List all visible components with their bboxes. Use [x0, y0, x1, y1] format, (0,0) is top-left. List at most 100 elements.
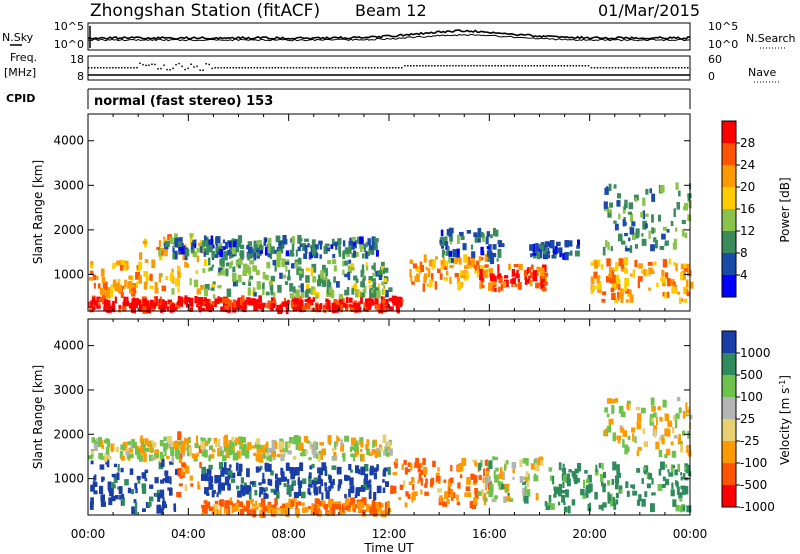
echo-cell [303, 253, 307, 259]
echo-cell [112, 300, 115, 306]
echo-cell [393, 299, 397, 305]
echo-cell [320, 479, 324, 487]
echo-cell [160, 247, 165, 253]
echo-cell [388, 448, 393, 456]
echo-cell [214, 475, 218, 484]
colorbar-block [722, 485, 736, 508]
echo-cell [116, 472, 120, 480]
echo-cell [339, 510, 342, 516]
echo-cell [471, 251, 476, 259]
echo-cell [383, 288, 386, 295]
echo-cell [140, 435, 143, 443]
echo-cell [218, 267, 223, 273]
echo-cell [385, 290, 389, 298]
echo-cell [321, 448, 326, 456]
echo-cell [285, 444, 289, 453]
nave-dot [521, 65, 523, 67]
echo-cell [268, 448, 272, 453]
colorbar-block [722, 463, 736, 486]
echo-cell [338, 253, 342, 257]
echo-cell [342, 260, 345, 267]
echo-cell [189, 475, 193, 481]
echo-cell [304, 249, 308, 254]
echo-cell [503, 496, 507, 503]
echo-cell [680, 263, 685, 270]
echo-cell [675, 227, 678, 232]
echo-cell [620, 240, 626, 245]
echo-cell [171, 454, 175, 463]
echo-cell [204, 442, 209, 446]
echo-cell [345, 437, 349, 442]
echo-cell [666, 229, 670, 233]
echo-cell [187, 436, 191, 444]
echo-cell [267, 452, 270, 459]
nave-dot [283, 67, 286, 69]
nave-dot [259, 67, 262, 69]
echo-cell [310, 250, 313, 259]
echo-cell [571, 499, 576, 506]
echo-cell [394, 463, 398, 469]
echo-cell [670, 489, 675, 497]
echo-cell [313, 441, 317, 450]
nave-dot [352, 67, 355, 69]
echo-cell [162, 478, 167, 482]
echo-cell [606, 258, 611, 267]
echo-cell [460, 235, 465, 240]
echo-cell [497, 264, 500, 274]
nave-dot [497, 65, 499, 67]
echo-cell [463, 254, 468, 263]
echo-cell [228, 501, 233, 505]
echo-cell [543, 245, 546, 254]
echo-cell [164, 450, 167, 457]
echo-cell [161, 285, 167, 292]
echo-cell [386, 452, 390, 457]
nave-dot [413, 65, 415, 67]
nave-trace [88, 62, 689, 71]
echo-cell [319, 254, 322, 259]
echo-cell [219, 446, 223, 453]
echo-cell [203, 500, 208, 504]
echo-cell [470, 257, 475, 267]
echo-cell [519, 476, 524, 484]
echo-cell [250, 248, 256, 258]
echo-cell [600, 264, 604, 270]
echo-cell [111, 496, 116, 502]
echo-cell [608, 418, 614, 425]
echo-cell [308, 476, 311, 482]
echo-cell [226, 288, 232, 298]
echo-cell [562, 481, 565, 489]
echo-cell [128, 447, 133, 453]
echo-cell [503, 281, 507, 288]
echo-cell [479, 281, 482, 289]
colorbar-block [722, 187, 736, 210]
echo-cell [482, 477, 485, 483]
echo-cell [444, 491, 449, 500]
echo-cell [540, 250, 543, 254]
echo-cell [489, 484, 494, 493]
echo-cell [258, 454, 264, 463]
echo-cell [259, 465, 263, 470]
echo-cell [485, 467, 490, 472]
echo-cell [130, 489, 135, 494]
echo-cell [139, 455, 144, 462]
echo-cell [164, 244, 169, 250]
echo-cell [481, 284, 485, 289]
echo-cell [484, 481, 489, 488]
echo-cell [428, 260, 434, 267]
echo-cell [117, 278, 121, 285]
echo-cell [358, 307, 362, 313]
nave-dot [488, 65, 490, 67]
echo-cell [565, 489, 569, 498]
echo-cell [235, 462, 239, 471]
nave-dot [304, 67, 307, 69]
echo-cell [210, 476, 214, 484]
echo-cell [545, 241, 549, 248]
echo-cell [458, 463, 464, 472]
echo-cell [280, 453, 285, 462]
echo-cell [306, 288, 311, 293]
echo-cell [686, 279, 689, 288]
echo-cell [138, 274, 142, 284]
colorbar-block [722, 419, 736, 442]
nave-dot [280, 67, 283, 69]
echo-cell [298, 501, 302, 506]
